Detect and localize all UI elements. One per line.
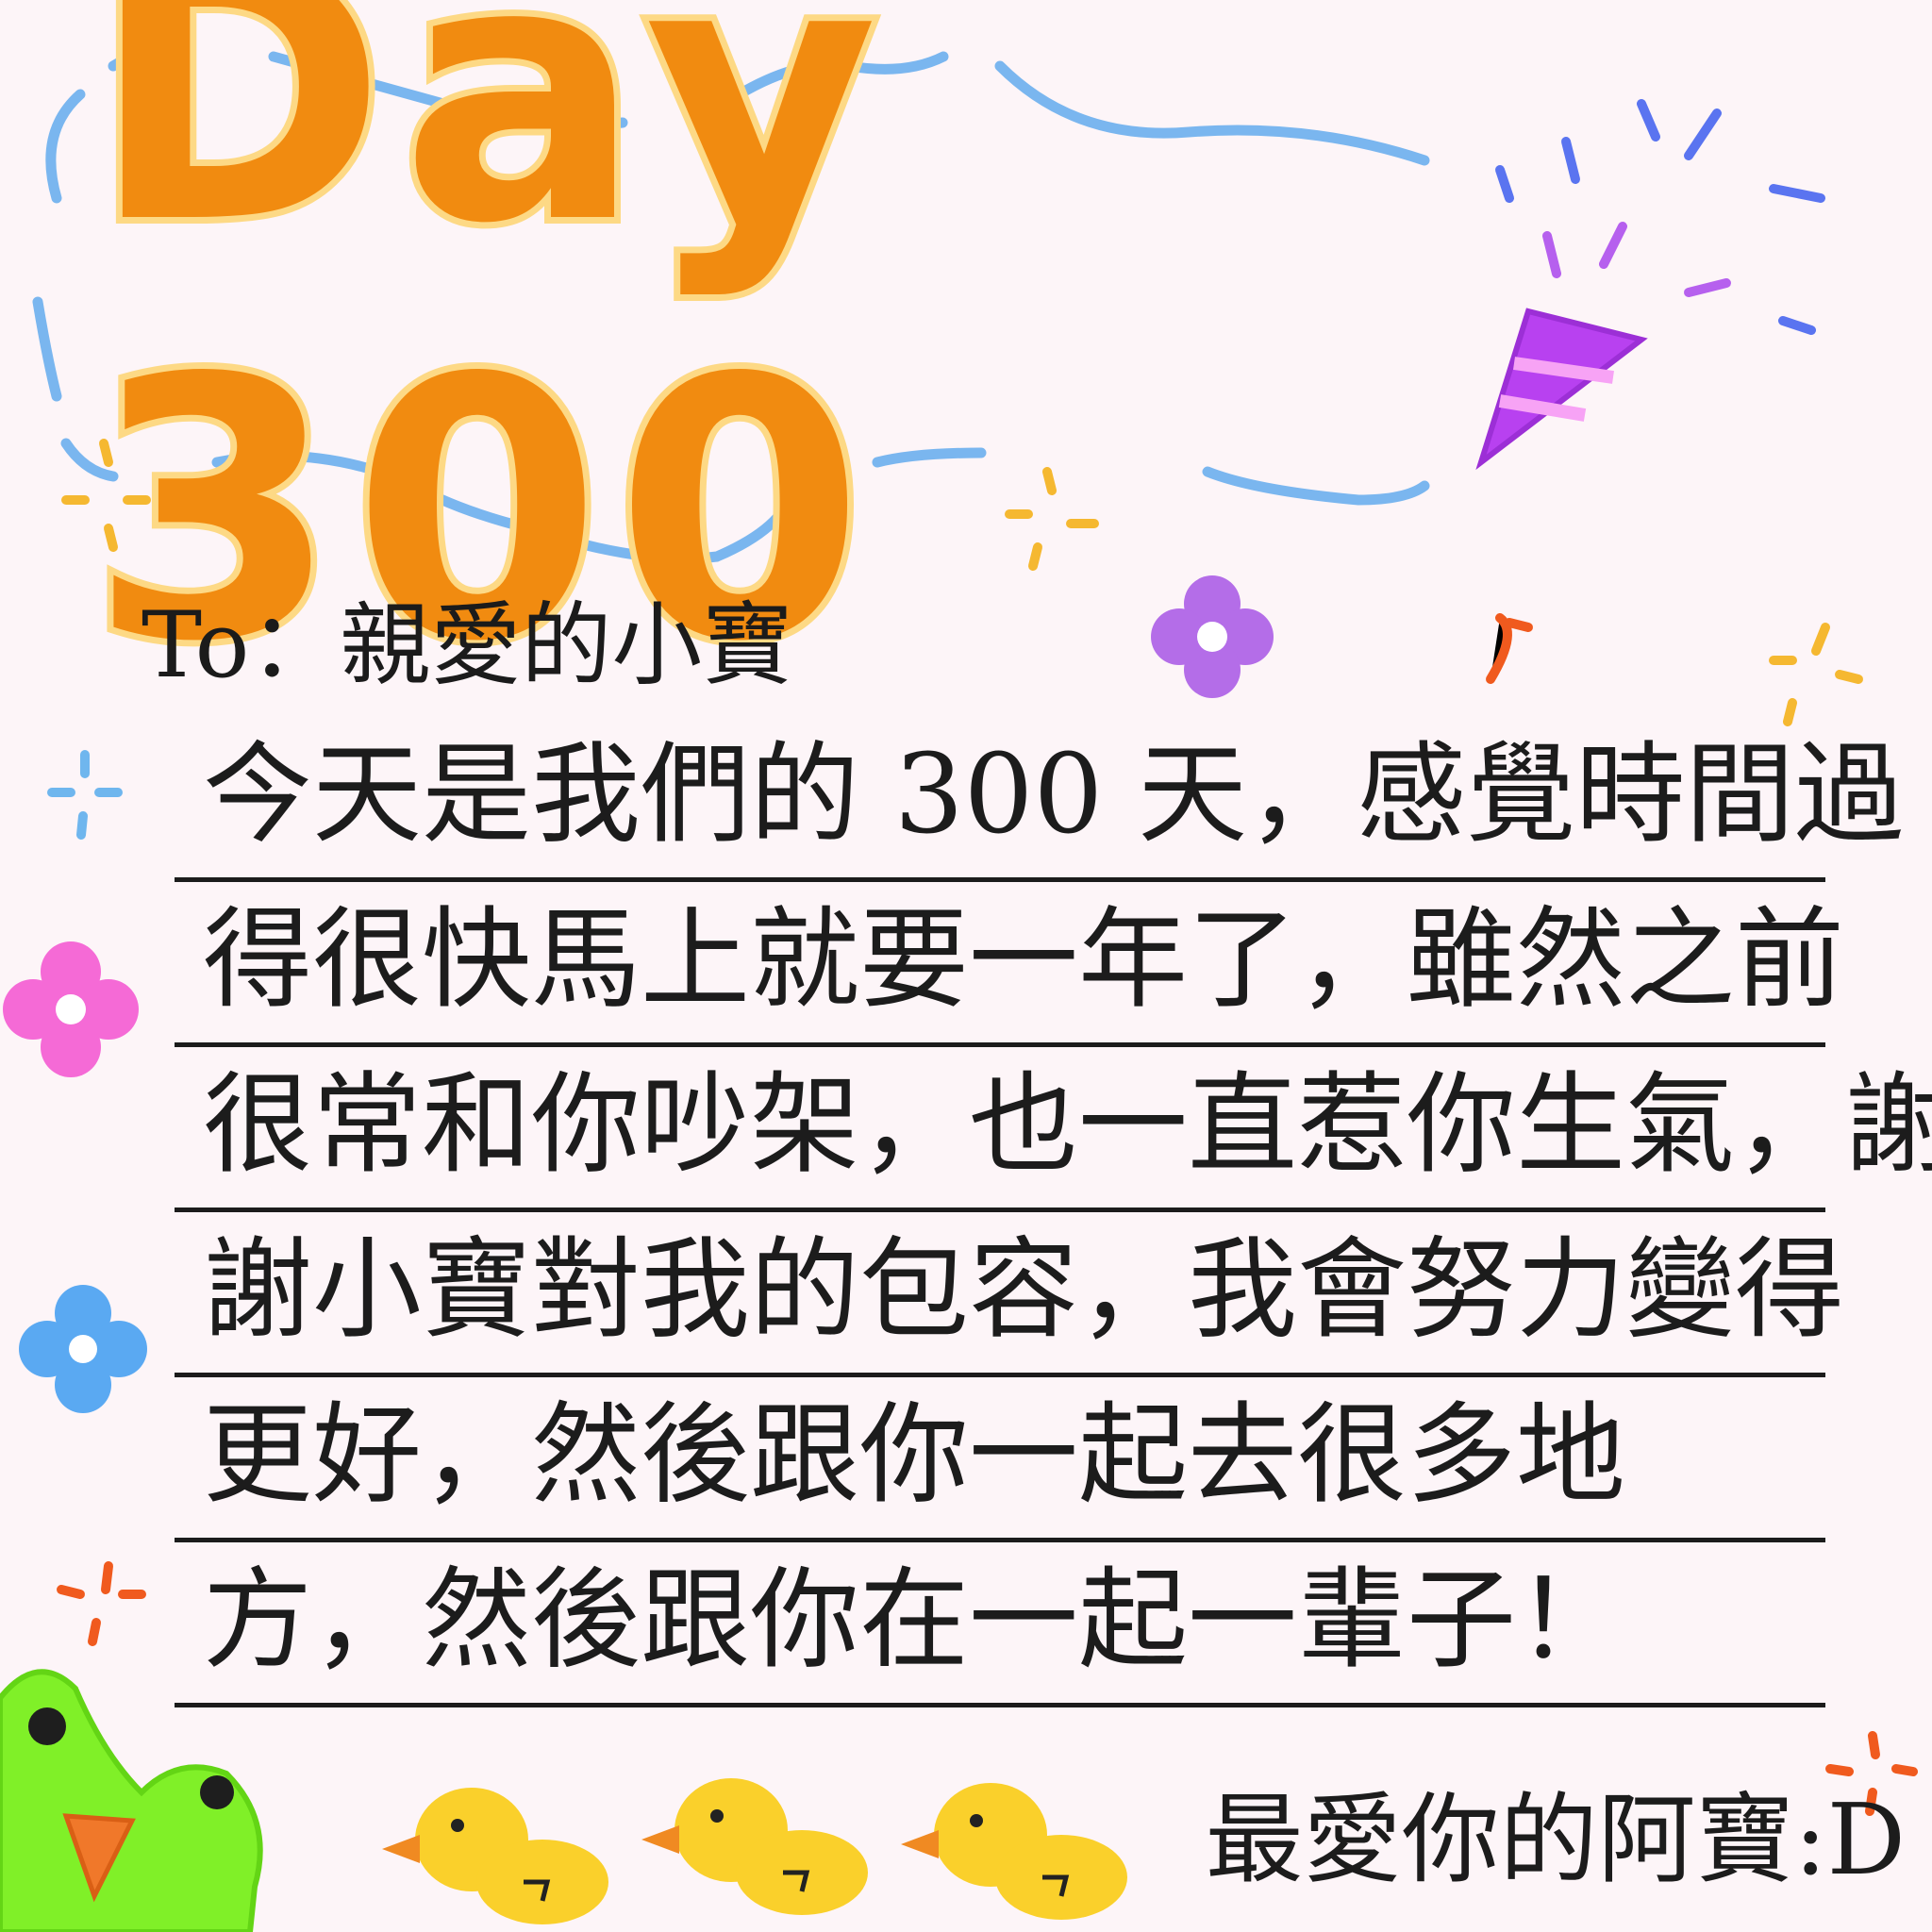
letter-line: 方，然後跟你在一起一輩子！ xyxy=(175,1542,1825,1707)
duckling-icon xyxy=(382,1778,1127,1924)
letter-body: 今天是我們的 300 天，感覺時間過 得很快馬上就要一年了，雖然之前 很常和你吵… xyxy=(175,717,1932,1707)
letter-line-text: 更好，然後跟你一起去很多地 xyxy=(203,1391,1625,1519)
blue-flower-icon xyxy=(19,1285,147,1413)
page-title: Day 300 xyxy=(83,0,891,726)
letter-line-text: 得很快馬上就要一年了，雖然之前 xyxy=(203,896,1844,1024)
letter-line: 很常和你吵架，也一直惹你生氣，謝 xyxy=(175,1047,1932,1212)
letter-line-text: 謝小寶對我的包容，我會努力變得 xyxy=(203,1226,1844,1354)
letter-line-text: 今天是我們的 300 天，感覺時間過 xyxy=(203,731,1905,858)
signature: 最愛你的阿寶:D xyxy=(1205,1781,1906,1897)
blue-sparkle-icon xyxy=(47,750,123,840)
letter-line: 今天是我們的 300 天，感覺時間過 xyxy=(175,717,1904,882)
letter-line: 更好，然後跟你一起去很多地 xyxy=(175,1377,1825,1542)
letter-line: 謝小寶對我的包容，我會努力變得 xyxy=(175,1212,1844,1377)
greeting: To：親愛的小寶 xyxy=(142,591,793,698)
letter-line-text: 方，然後跟你在一起一輩子！ xyxy=(203,1557,1625,1684)
party-popper-icon xyxy=(1475,99,1825,471)
frog-icon xyxy=(0,1669,263,1932)
pink-flower-icon xyxy=(3,941,139,1077)
letter-line: 得很快馬上就要一年了，雖然之前 xyxy=(175,882,1844,1047)
letter-line-text: 很常和你吵架，也一直惹你生氣，謝 xyxy=(203,1061,1932,1189)
